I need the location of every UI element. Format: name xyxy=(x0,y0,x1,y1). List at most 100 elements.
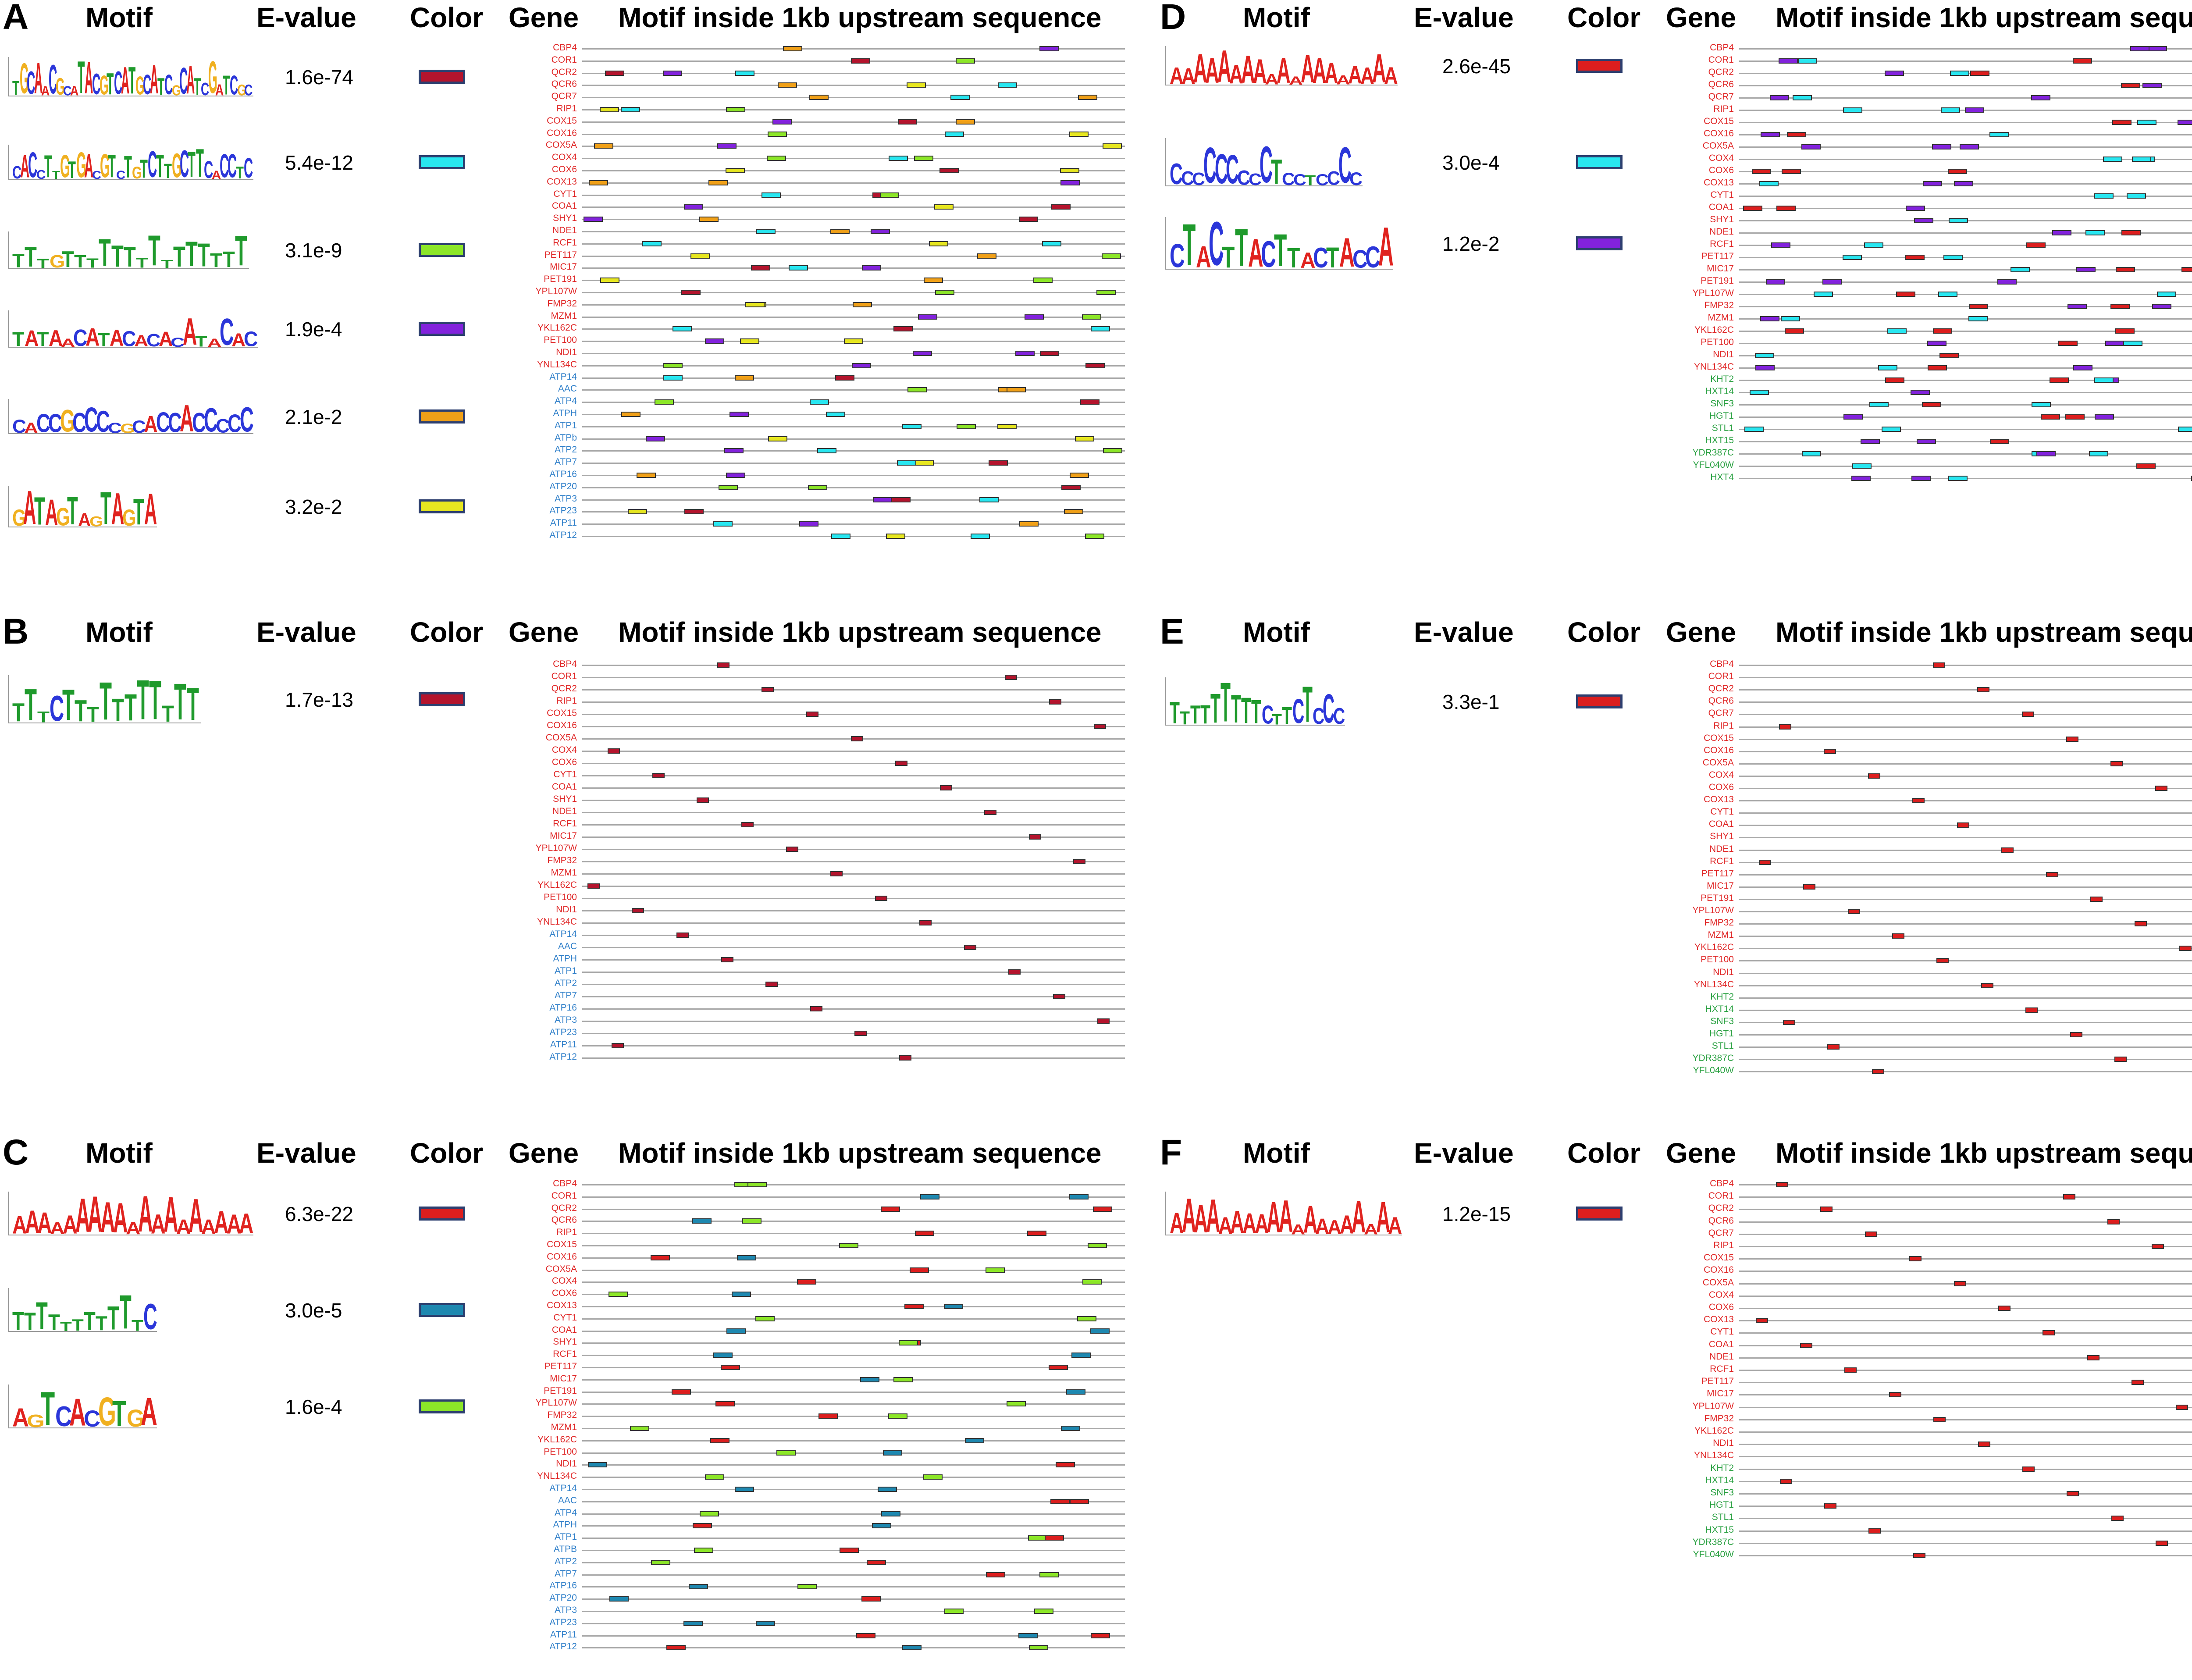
logo-letter: T xyxy=(1222,241,1235,270)
logo-letter: T xyxy=(61,246,74,269)
motif-occurrence xyxy=(588,1462,608,1468)
upstream-sequence-track xyxy=(582,450,1125,452)
logo-letter: C xyxy=(156,407,170,434)
upstream-sequence-track xyxy=(582,1318,1125,1320)
motif-occurrence xyxy=(1051,204,1071,210)
logo-letter: C xyxy=(1282,170,1295,186)
logo-letter: A xyxy=(1253,53,1267,85)
gene-name: COX13 xyxy=(1704,178,1734,188)
upstream-sequence-track xyxy=(582,996,1125,997)
gene-name: QCR6 xyxy=(1708,1215,1734,1226)
logo-letter: T xyxy=(1231,687,1241,726)
motif-color-swatch xyxy=(1576,1207,1623,1221)
gene-name: YKL162C xyxy=(537,1434,577,1445)
motif-occurrence xyxy=(1019,521,1039,527)
sequence-header: Motif inside 1kb upstream sequence xyxy=(618,2,1102,33)
motif-occurrence xyxy=(721,957,733,962)
motif-header: Motif xyxy=(1243,1137,1310,1169)
motif-occurrence xyxy=(2040,414,2060,420)
panel-f: F Motif E-value Color Gene Motif inside 1kb u… xyxy=(1157,1135,2192,1678)
gene-name: COA1 xyxy=(1708,202,1734,212)
logo-letter: T xyxy=(140,155,148,180)
gene-name: MIC17 xyxy=(1707,263,1734,274)
motif-occurrence xyxy=(1779,58,1798,64)
upstream-sequence-track xyxy=(1739,1406,2192,1408)
logo-letter: G xyxy=(19,57,29,96)
panel-label: C xyxy=(3,1132,29,1172)
logo-letter: T xyxy=(123,241,136,269)
color-header: Color xyxy=(1567,616,1641,648)
gene-name: SNF3 xyxy=(1710,399,1734,409)
logo-letter: T xyxy=(12,1307,24,1332)
motif-occurrence xyxy=(609,1596,629,1602)
gene-name: QCR6 xyxy=(1708,79,1734,89)
gene-name: RCF1 xyxy=(1710,1364,1734,1374)
gene-name: MIC17 xyxy=(1707,1388,1734,1399)
upstream-sequence-track xyxy=(582,1057,1125,1059)
motif-occurrence xyxy=(955,58,975,64)
sequence-header: Motif inside 1kb upstream sequence xyxy=(1776,616,2192,648)
gene-name: HGT1 xyxy=(1709,1500,1734,1510)
motif-evalue: 2.1e-2 xyxy=(285,406,342,428)
motif-occurrence xyxy=(747,1182,767,1187)
gene-name: YPL107W xyxy=(1692,288,1734,298)
motif-occurrence xyxy=(1851,476,1871,481)
motif-occurrence xyxy=(1939,353,1959,358)
logo-letter: C xyxy=(244,82,253,96)
logo-letter: C xyxy=(1181,168,1194,186)
upstream-sequence-track xyxy=(582,1611,1125,1612)
gene-name: COX15 xyxy=(547,708,577,718)
motif-occurrence xyxy=(587,883,600,889)
evalue-header: E-value xyxy=(256,616,356,648)
motif-occurrence xyxy=(923,1474,943,1480)
logo-letter: A xyxy=(12,1211,27,1235)
upstream-sequence-track xyxy=(582,1574,1125,1576)
motif-evalue: 1.2e-2 xyxy=(1442,232,1500,255)
motif-occurrence xyxy=(740,338,760,344)
motif-occurrence xyxy=(1779,1478,1792,1484)
logo-letter: T xyxy=(1200,700,1210,726)
logo-letter: C xyxy=(12,163,22,180)
gene-name: HXT15 xyxy=(1705,1524,1734,1535)
motif-occurrence xyxy=(1033,278,1053,283)
motif-occurrence xyxy=(776,1450,796,1456)
gene-name: ATP3 xyxy=(555,1015,577,1025)
motif-occurrence xyxy=(893,1377,913,1382)
upstream-sequence-track xyxy=(1739,1493,2192,1495)
motif-occurrence xyxy=(1914,218,1933,223)
motif-occurrence xyxy=(666,1645,686,1651)
motif-occurrence xyxy=(1760,316,1780,321)
gene-name: CBP4 xyxy=(1710,43,1734,53)
logo-letter: T xyxy=(198,237,210,269)
logo-letter: G xyxy=(208,57,217,96)
gene-name: YPL107W xyxy=(535,843,577,853)
gene-name: YKL162C xyxy=(537,880,577,890)
gene-name: HXT14 xyxy=(1705,386,1734,396)
upstream-sequence-track xyxy=(582,1464,1125,1466)
logo-letter: T xyxy=(67,489,78,527)
logo-letter: A xyxy=(125,1218,141,1235)
upstream-sequence-track xyxy=(582,414,1125,415)
upstream-sequence-track xyxy=(1739,1320,2192,1322)
upstream-sequence-track xyxy=(582,1452,1125,1454)
motif-evalue: 1.9e-4 xyxy=(285,318,342,341)
upstream-sequence-track xyxy=(1739,1046,2192,1048)
motif-occurrence xyxy=(630,1426,649,1431)
upstream-sequence-track xyxy=(582,1623,1125,1624)
gene-name: NDI1 xyxy=(556,1459,577,1469)
gene-name: COX6 xyxy=(552,757,577,767)
gene-name: HXT15 xyxy=(1705,435,1734,445)
motif-occurrence xyxy=(1949,218,1968,223)
gene-name: YFL040W xyxy=(1693,1549,1734,1559)
gene-name: YKL162C xyxy=(537,323,577,333)
logo-axis xyxy=(8,1192,9,1235)
logo-letter: A xyxy=(1248,231,1263,270)
motif-occurrence xyxy=(726,107,746,112)
upstream-sequence-track xyxy=(582,787,1125,789)
motif-occurrence xyxy=(835,375,854,381)
upstream-sequence-track xyxy=(582,1208,1125,1210)
motif-header: Motif xyxy=(85,1137,153,1169)
logo-letter: A xyxy=(189,1192,203,1235)
motif-occurrence xyxy=(2073,365,2093,370)
